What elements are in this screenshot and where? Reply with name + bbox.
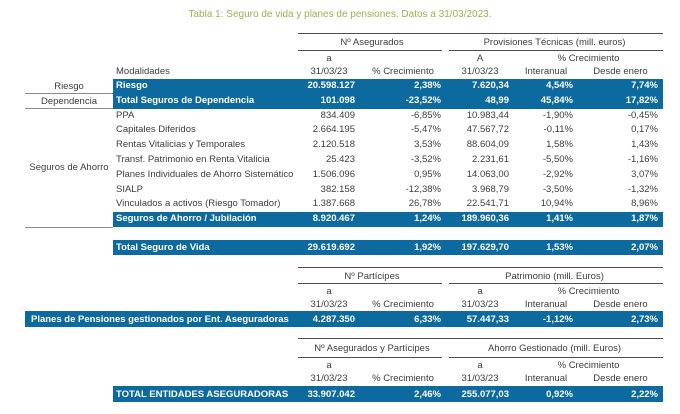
t3-underline-right xyxy=(449,357,663,358)
table-row-sialp: SIALP 382.158 -12,38% 3.968,79 -3,50% -1… xyxy=(116,183,658,195)
t1-col-fecha2: 31/03/23 xyxy=(461,66,499,77)
t3-col-fecha1: 31/03/23 xyxy=(310,373,348,384)
t1-col-interanual: Interanual xyxy=(524,66,568,77)
table-row-total-seguro-vida: Total Seguro de Vida 29.619.692 1,92% 19… xyxy=(113,240,663,255)
t2-column-header-row: 31/03/23 % Crecimiento 31/03/23 Interanu… xyxy=(298,298,663,312)
t2-col-desde-enero: Desde enero xyxy=(593,299,648,310)
t3-subheader-row: a a % Crecimiento xyxy=(298,359,663,373)
t1-underline-left xyxy=(298,50,442,51)
gutter-riesgo: Riesgo xyxy=(54,81,84,92)
table-row-riesgo: Riesgo 20.598.127 2,38% 7.620,34 4,54% 7… xyxy=(113,79,663,94)
table-row-rentas-vitalicias: Rentas Vitalicias y Temporales 2.120.518… xyxy=(116,139,658,151)
gutter-seguros-ahorro: Seguros de Ahorro xyxy=(29,162,109,173)
table-row-transf-patrimonio: Transf. Patrimonio en Renta Vitalicia 25… xyxy=(116,153,658,165)
t3-group-header-row: Nº Asegurados y Partícipes Ahorro Gestio… xyxy=(298,342,663,356)
t1-group-asegurados: Nº Asegurados xyxy=(340,37,404,48)
t1-underline-right xyxy=(449,50,663,51)
t1-sub-growth: % Crecimiento xyxy=(557,53,620,64)
table-row-planes-individuales: Planes Individuales de Ahorro Sistemátic… xyxy=(116,168,658,180)
t3-underline-left xyxy=(298,357,442,358)
t3-col-interanual: Interanual xyxy=(524,373,568,384)
gutter-line-3 xyxy=(25,227,113,228)
t3-sub-a2: a xyxy=(477,360,483,371)
table-row-ppa: PPA 834.409 -6,85% 10.983,44 -1,90% -0,4… xyxy=(116,109,658,121)
t2-col-crecimiento1: % Crecimiento xyxy=(372,299,434,310)
t2-group-participes: Nº Partícipes xyxy=(344,271,400,282)
t3-column-header-row: 31/03/23 % Crecimiento 31/03/23 Interanu… xyxy=(298,372,663,386)
t1-col-crecimiento1: % Crecimiento xyxy=(372,66,434,77)
t1-col-fecha1: 31/03/23 xyxy=(310,66,348,77)
table-row-capitales-diferidos: Capitales Diferidos 2.664.195 -5,47% 47.… xyxy=(116,124,658,136)
t3-col-fecha2: 31/03/23 xyxy=(461,373,499,384)
t3-col-crecimiento1: % Crecimiento xyxy=(372,373,434,384)
t2-sub-growth: % Crecimiento xyxy=(557,286,620,297)
table-row-ahorro-jubilacion: Seguros de Ahorro / Jubilación 8.920.467… xyxy=(113,212,663,227)
t1-sub-a2: A xyxy=(476,53,484,64)
t3-col-desde-enero: Desde enero xyxy=(593,373,648,384)
t2-group-header-row: Nº Partícipes Patrimonio (mill. Euros) xyxy=(298,270,663,284)
t2-subheader-row: a a % Crecimiento xyxy=(298,285,663,299)
t1-group-provisiones: Provisiones Técnicas (mill. euros) xyxy=(483,37,626,48)
t1-column-header-row: Modalidades 31/03/23 % Crecimiento 31/03… xyxy=(113,65,663,79)
gutter-line-2 xyxy=(25,108,113,109)
t1-group-header-row: Nº Asegurados Provisiones Técnicas (mill… xyxy=(298,36,663,50)
t2-col-interanual: Interanual xyxy=(524,299,568,310)
t3-sub-growth: % Crecimiento xyxy=(557,360,620,371)
t2-group-patrimonio: Patrimonio (mill. Euros) xyxy=(505,271,604,282)
t1-sub-a1: a xyxy=(326,53,332,64)
t3-group-asegurados-participes: Nº Asegurados y Partícipes xyxy=(314,343,430,354)
t1-col-modalidades: Modalidades xyxy=(116,66,170,77)
gutter-line-1 xyxy=(25,93,113,94)
t3-top-rule xyxy=(298,338,663,339)
t1-col-desde-enero: Desde enero xyxy=(593,66,648,77)
t1-body: Riesgo 20.598.127 2,38% 7.620,34 4,54% 7… xyxy=(113,79,663,227)
table-row-dependencia: Total Seguros de Dependencia 101.098 -23… xyxy=(113,93,663,109)
t1-top-rule xyxy=(298,33,663,34)
table-row-total-entidades: TOTAL ENTIDADES ASEGURADORAS 33.907.042 … xyxy=(113,386,663,402)
t3-sub-a1: a xyxy=(326,360,332,371)
t2-col-fecha2: 31/03/23 xyxy=(461,299,499,310)
t2-col-fecha1: 31/03/23 xyxy=(310,299,348,310)
table-row-planes-pensiones: Planes de Pensiones gestionados por Ent.… xyxy=(25,311,663,327)
gutter-dependencia: Dependencia xyxy=(41,96,97,107)
t2-sub-a2: a xyxy=(477,286,483,297)
t1-subheader-row: a A % Crecimiento xyxy=(298,52,663,66)
t2-sub-a1: a xyxy=(326,286,332,297)
t2-top-rule xyxy=(298,267,663,268)
t2-underline-left xyxy=(298,283,442,284)
t3-group-ahorro-gestionado: Ahorro Gestionado (mill. Euros) xyxy=(487,343,622,354)
t2-underline-right xyxy=(449,283,663,284)
table-row-vinculados-activos: Vinculados a activos (Riesgo Tomador) 1.… xyxy=(116,198,658,210)
page-title: Tabla 1: Seguro de vida y planes de pens… xyxy=(188,9,492,20)
